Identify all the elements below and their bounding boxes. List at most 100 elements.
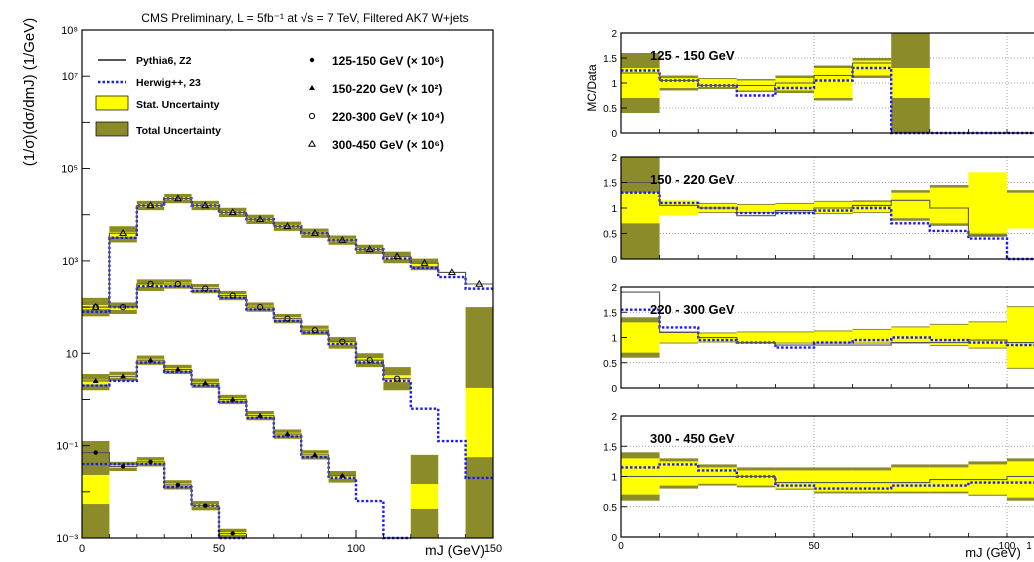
total-band (621, 223, 660, 259)
panel-label: 150 - 220 GeV (650, 172, 735, 187)
total-band (698, 78, 737, 79)
total-band (621, 317, 660, 323)
panel-label: 125 - 150 GeV (650, 48, 735, 63)
total-band (301, 456, 329, 460)
data-point (146, 201, 155, 209)
y-tick-label: 10⁻¹ (56, 441, 78, 453)
stat-band (968, 322, 1007, 348)
total-band (929, 323, 969, 325)
total-band (775, 342, 814, 344)
total-band (891, 218, 930, 221)
ratio-panels: 0 0.5 1 1.5 2 125 - 150 GeV 0 0.5 1 1.5 2 150 - 220… (603, 29, 1034, 552)
x-tick-label: 0 (79, 543, 85, 555)
stat-band (736, 332, 776, 343)
pythia-line (82, 452, 247, 534)
total-band (191, 206, 219, 211)
y-tick-label: 0.5 (603, 230, 617, 241)
total-band (1007, 190, 1034, 193)
data-point (120, 303, 127, 311)
main-distribution-chart: 0 50 100 150 10⁻³ 10⁻¹ 10 10³ 10⁵ 10⁷ 10⁸ Pythia6,… (21, 11, 502, 558)
total-band (82, 504, 110, 538)
total-band (219, 528, 247, 532)
ratio-panel (621, 33, 1034, 135)
y-tick-label: 0 (611, 384, 617, 395)
total-band (136, 286, 165, 291)
stat-band (621, 322, 660, 353)
legend-label: 150-220 GeV (× 10²) (332, 82, 442, 96)
total-band (659, 485, 699, 489)
data-point (447, 268, 456, 276)
total-band (968, 347, 1007, 349)
ratio-panel (621, 157, 1034, 261)
data-point (311, 327, 318, 334)
total-band (109, 371, 137, 375)
legend-label: 300-450 GeV (× 10⁶) (332, 138, 444, 152)
data-point (119, 229, 128, 236)
total-band (82, 441, 110, 475)
data-point (284, 315, 291, 322)
total-band (383, 259, 411, 264)
total-band (383, 367, 411, 376)
total-band (191, 378, 219, 382)
mc-prediction-lines (82, 197, 493, 540)
stat-band (775, 332, 814, 343)
total-band (465, 457, 493, 538)
data-point (173, 194, 182, 202)
total-band (164, 480, 192, 484)
x-tick-label: 100 (999, 541, 1016, 552)
total-band (814, 330, 853, 332)
total-band (82, 384, 110, 391)
total-band (814, 467, 853, 471)
y-tick-label: 1 (611, 334, 617, 345)
total-band (82, 374, 110, 380)
data-point (309, 57, 315, 63)
total-band (136, 457, 165, 461)
total-band (698, 332, 737, 334)
stat-band (775, 78, 814, 91)
total-band (814, 342, 853, 344)
total-band (246, 411, 274, 415)
data-point (283, 222, 292, 229)
y-tick-label: 0.5 (603, 359, 617, 370)
stat-band (775, 470, 814, 489)
total-band (356, 250, 384, 254)
total-band (814, 98, 853, 101)
total-band (736, 485, 776, 488)
stat-band (852, 329, 892, 343)
total-band (852, 75, 892, 78)
y-tick-label: 2 (611, 29, 617, 40)
x-axis-label: mJ (GeV) (425, 542, 485, 558)
total-band (328, 478, 356, 483)
legend-label: Stat. Uncertainty (136, 99, 220, 111)
total-band (891, 33, 930, 68)
x-tick-label: 0 (618, 541, 624, 552)
total-band (621, 98, 660, 113)
legend-swatch-total (95, 121, 129, 137)
y-tick-label: 2 (611, 153, 617, 164)
total-band (1007, 367, 1034, 369)
stat-band (1007, 461, 1034, 498)
data-point (338, 235, 347, 243)
total-band (328, 344, 356, 349)
data-point (147, 357, 154, 363)
stat-band (814, 470, 853, 492)
total-band (736, 467, 776, 471)
ratio-panel (621, 287, 1034, 388)
data-point (393, 252, 402, 259)
total-band (191, 384, 219, 388)
herwig-ratio-line (621, 463, 1034, 490)
y-tick-label: 1.5 (603, 308, 617, 319)
data-point (201, 201, 210, 209)
total-band (698, 341, 737, 343)
total-band (109, 309, 137, 315)
total-band (621, 157, 660, 193)
pythia-line (82, 359, 356, 477)
y-tick-label: 1.5 (603, 54, 617, 65)
x-tick-label: 50 (808, 541, 820, 552)
stat-band (891, 192, 930, 219)
total-band (109, 377, 137, 381)
data-point (420, 259, 429, 266)
total-band (164, 364, 192, 369)
data-points (91, 194, 484, 536)
